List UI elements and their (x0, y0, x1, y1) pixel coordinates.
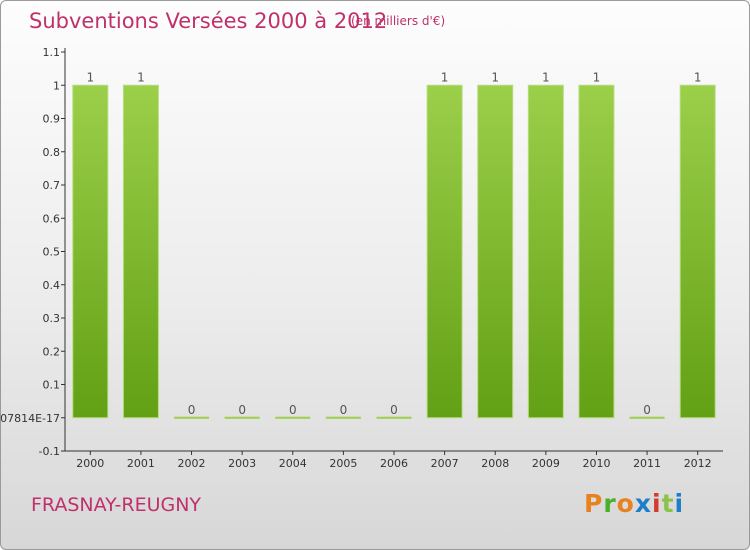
logo-letter: P (584, 489, 604, 518)
y-tick-label: 0.6 (43, 212, 61, 225)
y-tick-label: 0.8 (43, 146, 61, 159)
x-tick-label: 2005 (329, 457, 357, 470)
commune-name: FRASNAY-REUGNY (31, 494, 202, 516)
data-label: 0 (289, 403, 297, 417)
data-label: 0 (643, 403, 651, 417)
bar (122, 84, 159, 419)
x-tick-label: 2012 (684, 457, 712, 470)
y-tick-label: 0.4 (43, 279, 61, 292)
x-tick-label: 2004 (279, 457, 307, 470)
bar (275, 416, 311, 419)
chart-bars (72, 84, 716, 419)
data-label: 1 (86, 70, 94, 84)
bar (578, 84, 615, 419)
data-label: 0 (390, 403, 398, 417)
chart-unit: (en milliers d'€) (351, 14, 446, 28)
data-label: 0 (340, 403, 348, 417)
data-label: 1 (593, 70, 601, 84)
y-tick-label: 1 (53, 79, 60, 92)
x-tick-label: 2000 (76, 457, 104, 470)
proxiti-logo: Proxiti (584, 489, 684, 518)
x-tick-label: 2003 (228, 457, 256, 470)
x-tick-label: 2010 (582, 457, 610, 470)
bar (174, 416, 210, 419)
logo-letter: t (661, 489, 675, 518)
logo-letter: i (652, 489, 662, 518)
y-tick-label: -1.3877787807814E-17 (1, 412, 60, 425)
chart-axes: -0.1 -1.3877787807814E-17 0.1 0.2 0.3 0.4 0.5 0… (1, 46, 723, 470)
chart-title: Subventions Versées 2000 à 2012 (29, 9, 388, 33)
y-tick-label: -0.1 (39, 445, 60, 458)
bar (426, 84, 463, 419)
y-tick-label: 0.3 (43, 312, 61, 325)
logo-letter: r (603, 489, 617, 518)
logo-letter: i (674, 489, 685, 518)
bar (477, 84, 514, 419)
x-tick-label: 2006 (380, 457, 408, 470)
bar (325, 416, 361, 419)
bar (72, 84, 109, 419)
y-tick-label: 0.9 (43, 113, 61, 126)
bar (527, 84, 564, 419)
data-label: 0 (238, 403, 246, 417)
x-tick-label: 2001 (127, 457, 155, 470)
x-tick-label: 2009 (532, 457, 560, 470)
data-label: 1 (137, 70, 145, 84)
bar (224, 416, 260, 419)
x-tick-label: 2011 (633, 457, 661, 470)
data-label: 1 (491, 70, 499, 84)
bar (629, 416, 665, 419)
x-tick-label: 2007 (431, 457, 459, 470)
y-tick-label: 0.5 (43, 246, 61, 259)
y-tick-label: 0.7 (43, 179, 61, 192)
x-tick-label: 2008 (481, 457, 509, 470)
y-tick-label: 0.2 (43, 345, 61, 358)
logo-letter: x (634, 489, 652, 518)
data-label: 1 (694, 70, 702, 84)
chart-data-labels: 1 1 0 0 0 0 0 1 1 1 1 0 1 (86, 70, 701, 417)
y-tick-label: 1.1 (43, 46, 61, 59)
y-tick-label: 0.1 (43, 379, 61, 392)
data-label: 0 (188, 403, 196, 417)
data-label: 1 (441, 70, 449, 84)
logo-letter: o (616, 489, 635, 518)
x-tick-label: 2002 (178, 457, 206, 470)
bar (679, 84, 716, 419)
data-label: 1 (542, 70, 550, 84)
bar (376, 416, 412, 419)
